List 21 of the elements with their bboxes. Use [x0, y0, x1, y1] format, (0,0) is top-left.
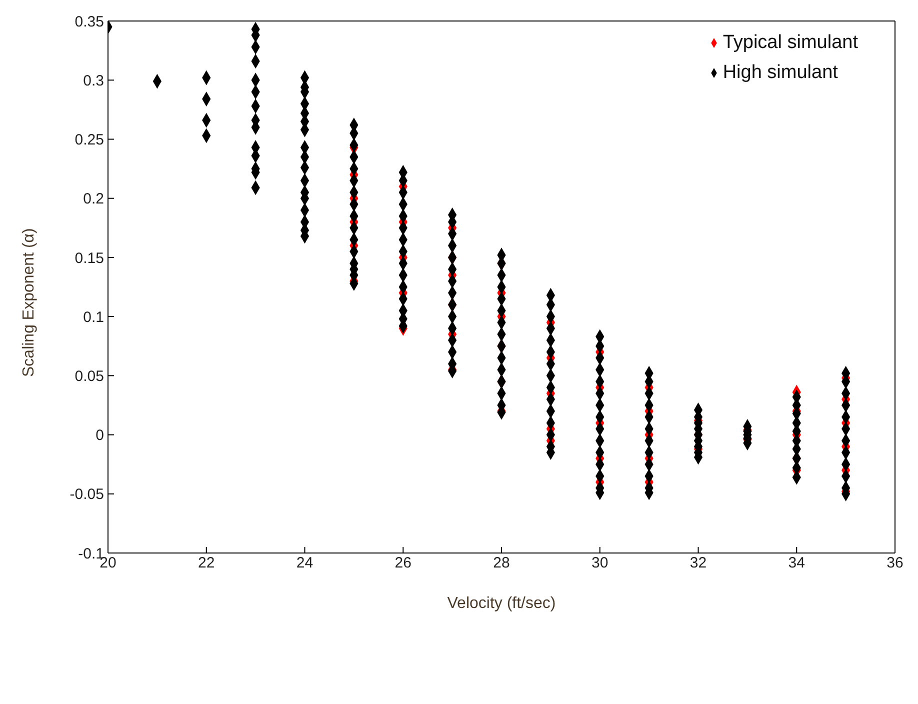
x-tick-label: 22: [198, 554, 215, 572]
y-tick-label: 0.25: [74, 132, 104, 149]
legend-label: High simulant: [722, 62, 838, 83]
x-tick-label: 26: [394, 554, 412, 572]
x-tick-label: 28: [493, 554, 510, 572]
x-tick-label: 24: [296, 554, 314, 572]
y-tick-label: 0.05: [74, 368, 104, 385]
x-tick-label: 32: [690, 554, 707, 572]
x-axis-title: Velocity (ft/sec): [447, 595, 556, 612]
x-tick-label: 34: [788, 554, 805, 572]
y-tick-label: 0.15: [74, 250, 104, 267]
y-axis-title: Scaling Exponent (α): [20, 228, 38, 377]
y-tick-label: 0.1: [83, 308, 104, 326]
legend-label: Typical simulant: [722, 32, 858, 53]
y-tick-label: 0: [96, 427, 104, 444]
y-tick-label: 0.3: [83, 72, 104, 90]
y-tick-label: -0.05: [70, 486, 104, 504]
y-tick-label: 0.35: [74, 13, 104, 30]
y-tick-label: 0.2: [83, 190, 104, 208]
x-tick-label: 36: [886, 554, 904, 572]
x-tick-label: 30: [592, 554, 608, 572]
